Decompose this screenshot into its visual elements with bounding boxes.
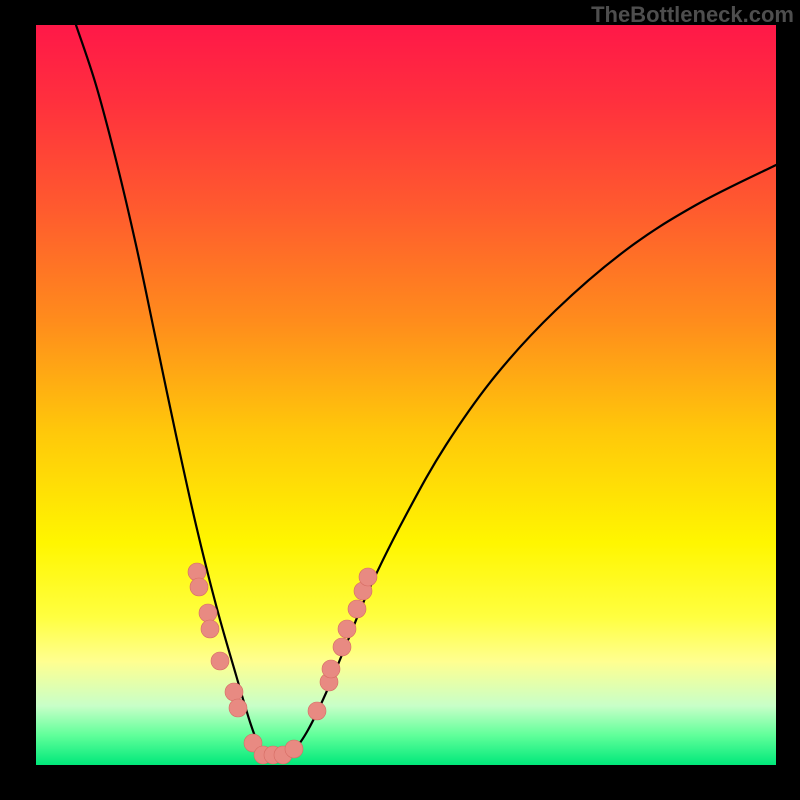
data-marker: [322, 660, 340, 678]
data-marker: [211, 652, 229, 670]
data-marker: [348, 600, 366, 618]
data-marker: [229, 699, 247, 717]
data-marker: [201, 620, 219, 638]
data-marker: [190, 578, 208, 596]
data-marker: [338, 620, 356, 638]
bottleneck-curve-path: [76, 25, 776, 758]
data-marker: [333, 638, 351, 656]
data-marker: [225, 683, 243, 701]
watermark-text: TheBottleneck.com: [591, 2, 794, 28]
marker-group: [188, 563, 377, 764]
curve-svg: [36, 25, 776, 765]
plot-area: [36, 25, 776, 765]
data-marker: [308, 702, 326, 720]
data-marker: [359, 568, 377, 586]
data-marker: [285, 740, 303, 758]
data-marker: [199, 604, 217, 622]
